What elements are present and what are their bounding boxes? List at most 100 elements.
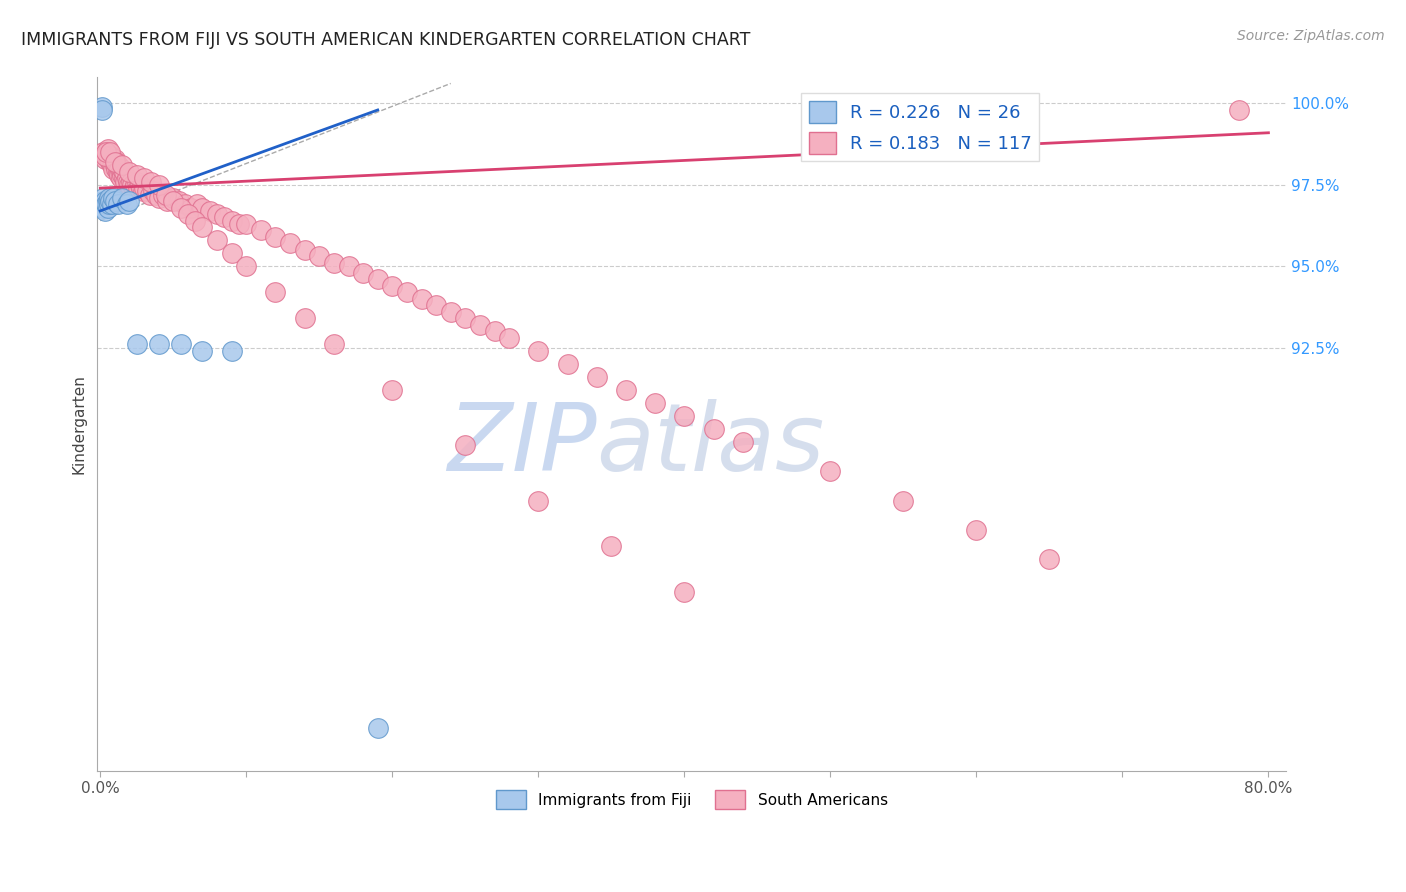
Point: [103, 191, 125, 205]
Point: [169, 337, 191, 351]
Point: [141, 175, 163, 189]
Point: [94, 148, 117, 162]
Point: [94, 145, 117, 160]
Point: [90, 100, 112, 114]
Point: [228, 217, 250, 231]
Point: [125, 175, 148, 189]
Point: [100, 155, 122, 169]
Point: [129, 181, 152, 195]
Point: [198, 203, 221, 218]
Point: [101, 152, 124, 166]
Point: [121, 178, 143, 192]
Point: [104, 155, 127, 169]
Point: [162, 191, 184, 205]
Point: [893, 493, 915, 508]
Point: [103, 161, 125, 176]
Point: [145, 187, 167, 202]
Point: [108, 161, 131, 176]
Point: [131, 185, 153, 199]
Point: [91, 145, 114, 160]
Text: IMMIGRANTS FROM FIJI VS SOUTH AMERICAN KINDERGARTEN CORRELATION CHART: IMMIGRANTS FROM FIJI VS SOUTH AMERICAN K…: [21, 31, 751, 49]
Point: [468, 318, 491, 332]
Point: [98, 191, 121, 205]
Point: [98, 152, 121, 166]
Point: [381, 278, 404, 293]
Point: [294, 311, 316, 326]
Point: [115, 171, 138, 186]
Point: [125, 337, 148, 351]
Text: ZIP: ZIP: [447, 400, 596, 491]
Point: [180, 201, 202, 215]
Point: [111, 168, 134, 182]
Point: [97, 142, 120, 156]
Point: [148, 191, 170, 205]
Point: [148, 178, 170, 192]
Point: [114, 175, 136, 189]
Point: [98, 197, 121, 211]
Point: [191, 220, 214, 235]
Point: [148, 337, 170, 351]
Point: [235, 217, 257, 231]
Point: [673, 584, 696, 599]
Point: [97, 145, 120, 160]
Point: [177, 207, 200, 221]
Point: [125, 168, 148, 182]
Point: [352, 266, 374, 280]
Point: [110, 165, 132, 179]
Point: [91, 191, 114, 205]
Point: [100, 145, 122, 160]
Point: [104, 194, 127, 208]
Point: [132, 181, 155, 195]
Point: [93, 148, 115, 162]
Point: [411, 292, 433, 306]
Point: [367, 722, 389, 736]
Point: [703, 422, 725, 436]
Point: [221, 246, 243, 260]
Point: [1227, 103, 1250, 117]
Point: [97, 201, 120, 215]
Point: [174, 197, 197, 211]
Point: [124, 178, 146, 192]
Point: [108, 168, 131, 182]
Point: [112, 171, 135, 186]
Point: [337, 259, 360, 273]
Point: [454, 311, 477, 326]
Point: [454, 438, 477, 452]
Point: [100, 194, 122, 208]
Point: [118, 178, 141, 192]
Point: [107, 158, 129, 172]
Point: [557, 357, 579, 371]
Point: [115, 197, 138, 211]
Point: [127, 181, 149, 195]
Point: [101, 158, 124, 172]
Point: [820, 464, 842, 478]
Point: [104, 158, 127, 172]
Point: [322, 337, 344, 351]
Point: [111, 191, 134, 205]
Point: [91, 201, 114, 215]
Point: [139, 187, 162, 202]
Point: [152, 187, 174, 202]
Point: [91, 194, 114, 208]
Point: [103, 155, 125, 169]
Point: [105, 155, 128, 169]
Point: [186, 197, 208, 211]
Point: [117, 175, 139, 189]
Point: [644, 396, 666, 410]
Point: [120, 175, 142, 189]
Point: [169, 201, 191, 215]
Point: [93, 152, 115, 166]
Point: [264, 230, 287, 244]
Point: [132, 171, 155, 186]
Point: [205, 207, 228, 221]
Point: [205, 233, 228, 247]
Point: [322, 256, 344, 270]
Point: [155, 187, 177, 202]
Point: [90, 103, 112, 117]
Point: [100, 148, 122, 162]
Point: [1038, 552, 1060, 566]
Y-axis label: Kindergarten: Kindergarten: [72, 374, 86, 474]
Point: [98, 148, 121, 162]
Point: [107, 165, 129, 179]
Point: [221, 343, 243, 358]
